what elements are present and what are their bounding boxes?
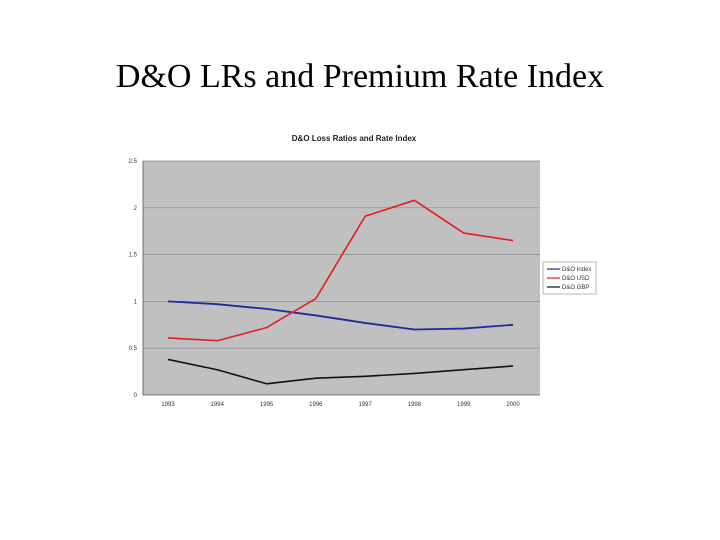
legend-entry: D&O Index xyxy=(562,267,591,273)
x-tick-label: 1997 xyxy=(358,402,372,408)
plot-area xyxy=(143,161,540,395)
y-tick-label: 0 xyxy=(134,393,138,399)
y-tick-label: 0.5 xyxy=(129,346,138,352)
series-line-d-o-gbp xyxy=(167,358,514,385)
slide-title: D&O LRs and Premium Rate Index xyxy=(115,58,605,95)
y-tick-label: 2 xyxy=(134,206,138,212)
x-tick-label: 1998 xyxy=(408,402,422,408)
legend-entry: D&O GBP xyxy=(562,285,589,291)
legend-entry: D&O USD xyxy=(562,276,590,282)
y-tick-label: 1.5 xyxy=(129,253,138,259)
x-tick-label: 1995 xyxy=(260,402,274,408)
series-line-d-o-usd xyxy=(167,199,514,342)
legend: D&O Index D&O USD D&O GBP xyxy=(542,261,597,295)
series-lines xyxy=(167,199,514,385)
x-tick-label: 2000 xyxy=(506,402,520,408)
series-line-d-o-index xyxy=(167,300,514,331)
y-tick-label: 2.5 xyxy=(129,159,138,165)
x-tick-labels: 1993 1994 1995 1996 1997 1998 1999 2000 xyxy=(161,402,520,408)
x-tick-label: 1996 xyxy=(309,402,323,408)
y-tick-labels: 0 0.5 1 1.5 2 2.5 xyxy=(129,159,138,399)
x-tick-label: 1999 xyxy=(457,402,471,408)
x-tick-label: 1994 xyxy=(211,402,225,408)
x-tick-label: 1993 xyxy=(161,402,175,408)
chart-title: D&O Loss Ratios and Rate Index xyxy=(292,134,417,143)
y-tick-label: 1 xyxy=(134,299,138,305)
